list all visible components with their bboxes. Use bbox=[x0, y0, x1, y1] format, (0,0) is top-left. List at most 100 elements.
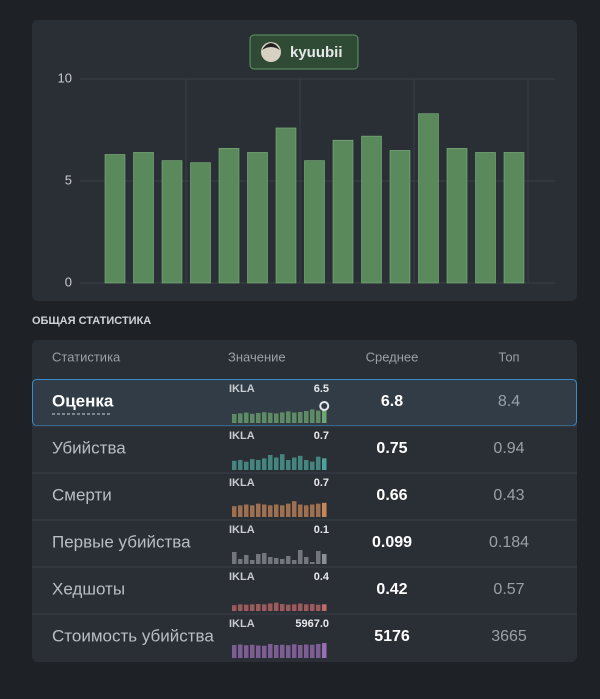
stat-top: 0.57 bbox=[493, 581, 524, 598]
spark-bar bbox=[250, 560, 255, 564]
stat-name[interactable]: Первые убийства bbox=[52, 532, 191, 551]
spark-bar bbox=[232, 645, 237, 658]
spark-bar bbox=[310, 409, 315, 423]
spark-bar bbox=[280, 644, 285, 658]
spark-bar bbox=[304, 557, 309, 564]
spark-bar bbox=[274, 602, 279, 611]
spark-bar bbox=[244, 504, 249, 517]
y-tick-label: 0 bbox=[65, 274, 72, 289]
spark-label: IKLA bbox=[229, 477, 255, 489]
user-name: kyuubii bbox=[290, 44, 343, 61]
spark-bar bbox=[232, 460, 237, 470]
spark-bar bbox=[280, 505, 285, 517]
spark-bar bbox=[286, 460, 291, 470]
spark-bar bbox=[262, 645, 267, 658]
spark-bar bbox=[268, 505, 273, 517]
spark-bar bbox=[280, 559, 285, 564]
spark-bar bbox=[322, 643, 327, 658]
stat-top: 3665 bbox=[491, 628, 527, 645]
spark-bar bbox=[316, 551, 321, 564]
stat-top: 8.4 bbox=[498, 393, 520, 410]
spark-label: IKLA bbox=[229, 571, 255, 583]
spark-bar bbox=[250, 459, 255, 470]
stat-name[interactable]: Оценка bbox=[52, 391, 114, 410]
bar bbox=[247, 152, 268, 284]
user-chip[interactable] bbox=[249, 34, 359, 70]
spark-bar bbox=[244, 645, 249, 658]
spark-bar bbox=[322, 554, 327, 564]
bar bbox=[503, 152, 525, 284]
spark-bar bbox=[304, 505, 309, 517]
section-title: ОБЩАЯ СТАТИСТИКА bbox=[32, 315, 151, 327]
spark-bar bbox=[232, 414, 237, 423]
spark-value: 0.7 bbox=[314, 430, 329, 442]
bar bbox=[389, 150, 411, 284]
spark-bar bbox=[298, 504, 303, 517]
stat-mean: 0.099 bbox=[372, 534, 412, 551]
spark-bar bbox=[286, 645, 291, 658]
spark-bar bbox=[316, 644, 321, 658]
stat-name[interactable]: Хедшоты bbox=[52, 579, 125, 598]
spark-bar bbox=[310, 504, 315, 517]
spark-bar bbox=[286, 604, 291, 611]
spark-bar bbox=[238, 413, 243, 423]
spark-bar bbox=[292, 560, 297, 564]
spark-bar bbox=[268, 455, 273, 470]
spark-bar bbox=[298, 412, 303, 423]
bar bbox=[304, 160, 325, 284]
spark-bar bbox=[268, 603, 273, 611]
spark-bar bbox=[268, 644, 273, 658]
spark-value: 0.4 bbox=[314, 571, 330, 583]
spark-label: IKLA bbox=[229, 430, 255, 442]
spark-bar bbox=[244, 604, 249, 611]
spark-bar bbox=[268, 412, 273, 423]
spark-label: IKLA bbox=[229, 524, 255, 536]
bar bbox=[475, 152, 496, 284]
spark-label: IKLA bbox=[229, 618, 255, 630]
stat-mean: 5176 bbox=[374, 628, 410, 645]
spark-bar bbox=[316, 410, 321, 423]
spark-bar bbox=[280, 412, 285, 423]
spark-bar bbox=[232, 506, 237, 517]
spark-value: 6.5 bbox=[314, 383, 329, 395]
stat-name[interactable]: Убийства bbox=[52, 438, 126, 457]
stat-top: 0.184 bbox=[489, 534, 529, 551]
spark-bar bbox=[244, 412, 249, 423]
spark-bar bbox=[292, 412, 297, 423]
spark-bar bbox=[298, 550, 303, 564]
spark-bar bbox=[280, 604, 285, 611]
spark-bar bbox=[280, 454, 285, 470]
spark-bar bbox=[304, 644, 309, 658]
bar bbox=[332, 139, 354, 284]
stat-mean: 0.66 bbox=[376, 487, 407, 504]
column-header: Значение bbox=[228, 349, 286, 364]
spark-bar bbox=[250, 413, 255, 423]
bar bbox=[133, 152, 154, 284]
bar bbox=[275, 127, 297, 284]
spark-bar bbox=[256, 554, 261, 564]
spark-bar bbox=[238, 559, 243, 564]
spark-bar bbox=[262, 604, 267, 611]
stat-name[interactable]: Стоимость убийства bbox=[52, 626, 214, 645]
avatar-hair bbox=[262, 43, 280, 50]
stat-mean: 0.42 bbox=[376, 581, 407, 598]
spark-value: 0.7 bbox=[314, 477, 329, 489]
spark-bar bbox=[268, 557, 273, 564]
column-header: Топ bbox=[498, 349, 519, 364]
spark-bar bbox=[250, 644, 255, 658]
spark-bar bbox=[298, 645, 303, 658]
spark-bar bbox=[286, 503, 291, 517]
spark-bar bbox=[292, 604, 297, 611]
spark-bar bbox=[250, 505, 255, 517]
spark-bar bbox=[304, 460, 309, 470]
spark-bar bbox=[274, 457, 279, 470]
stat-name[interactable]: Смерти bbox=[52, 485, 112, 504]
spark-bar bbox=[256, 503, 261, 517]
stat-mean: 6.8 bbox=[381, 393, 403, 410]
bar bbox=[418, 113, 439, 284]
spark-bar bbox=[274, 558, 279, 564]
spark-bar bbox=[244, 461, 249, 470]
spark-bar bbox=[238, 460, 243, 470]
stat-mean: 0.75 bbox=[376, 440, 407, 457]
spark-bar bbox=[238, 505, 243, 517]
